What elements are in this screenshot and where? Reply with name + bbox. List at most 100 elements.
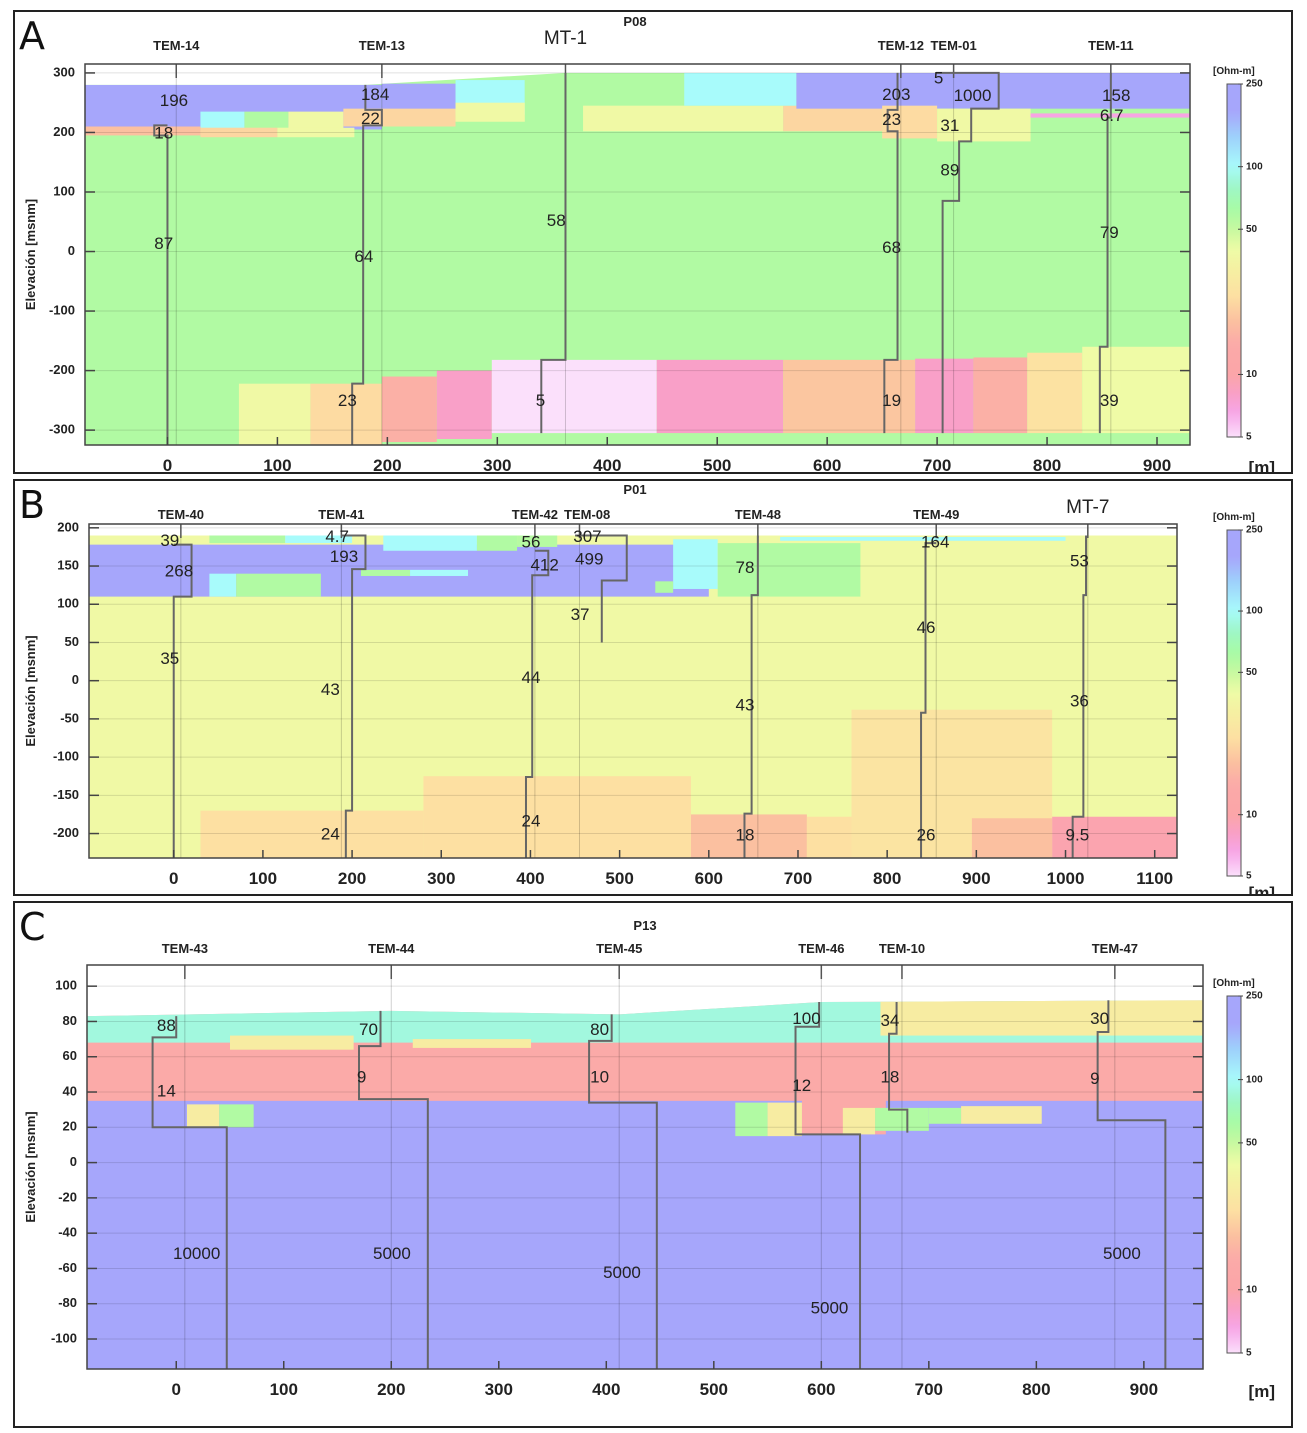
resistivity-cell <box>87 1100 1203 1369</box>
resistivity-value-label: 68 <box>882 238 901 257</box>
resistivity-value-label: 10 <box>590 1067 609 1086</box>
panel-letter: C <box>19 905 46 949</box>
resistivity-value-label: 80 <box>590 1020 609 1039</box>
resistivity-value-label: 18 <box>880 1067 899 1086</box>
x-tick-label: 300 <box>485 1380 513 1399</box>
y-tick-label: -200 <box>53 825 79 840</box>
x-tick-label: 100 <box>270 1380 298 1399</box>
resistivity-value-label: 88 <box>157 1016 176 1035</box>
resistivity-value-label: 6.7 <box>1100 106 1124 125</box>
y-tick-label: 300 <box>53 64 75 79</box>
resistivity-value-label: 24 <box>321 825 340 844</box>
tem-profile-line <box>1071 535 1088 858</box>
y-tick-label: 100 <box>55 978 77 993</box>
resistivity-cell <box>783 359 916 434</box>
resistivity-value-label: 58 <box>547 211 566 230</box>
y-tick-label: -150 <box>53 787 79 802</box>
y-tick-label: -300 <box>49 422 75 437</box>
resistivity-cell <box>455 102 525 122</box>
section-chart-c: 8814100007095000801050001001250003418309… <box>23 918 1275 1401</box>
resistivity-cell <box>200 127 278 138</box>
colorbar-tick-label: 10 <box>1246 809 1258 820</box>
plot-frame <box>88 523 1178 859</box>
x-tick-label: 1000 <box>1047 869 1085 888</box>
panel-letter: A <box>19 14 45 58</box>
x-tick-label: 600 <box>695 869 723 888</box>
colorbar-tick-label: 10 <box>1246 1284 1258 1295</box>
station-label: MT-1 <box>544 28 587 49</box>
resistivity-value-label: 46 <box>917 618 936 637</box>
tem-profile-line <box>524 549 550 858</box>
resistivity-cell <box>361 569 411 576</box>
resistivity-cell <box>209 573 237 597</box>
resistivity-value-label: 30 <box>1090 1009 1109 1028</box>
y-tick-label: 0 <box>68 243 75 258</box>
resistivity-value-label: 184 <box>361 85 389 104</box>
y-tick-label: 20 <box>63 1119 77 1134</box>
colorbar-tick-label: 100 <box>1246 161 1263 172</box>
x-axis-label: [m] <box>1249 458 1275 472</box>
resistivity-value-label: 64 <box>354 247 373 266</box>
tem-profile-line <box>1098 72 1112 434</box>
y-tick-label: 100 <box>53 183 75 198</box>
resistivity-cell <box>381 376 437 443</box>
resistivity-cell <box>200 810 424 858</box>
resistivity-cell <box>209 535 286 544</box>
colorbar-tick-label: 50 <box>1246 224 1258 235</box>
resistivity-cell <box>806 816 852 858</box>
resistivity-cell <box>423 776 691 858</box>
resistivity-value-label: 5000 <box>603 1263 641 1282</box>
resistivity-value-label: 70 <box>359 1020 378 1039</box>
colorbar-tick-label: 250 <box>1246 525 1263 536</box>
panel-c: C 88 14 10000 70 9 5000 80 10 5000 100 12 5000 34 18 3… <box>13 901 1293 1428</box>
resistivity-cell <box>85 126 201 136</box>
resistivity-value-label: 9.5 <box>1066 825 1090 844</box>
station-label: TEM-12 <box>878 38 924 53</box>
tem-profile-line <box>341 534 367 858</box>
resistivity-cell <box>285 535 353 544</box>
x-tick-label: 500 <box>703 456 731 472</box>
resistivity-value-label: 268 <box>165 562 193 581</box>
colorbar-tick-label: 10 <box>1246 369 1258 380</box>
resistivity-cell <box>476 535 518 551</box>
x-tick-label: 800 <box>1033 456 1061 472</box>
resistivity-cell <box>690 814 807 858</box>
x-tick-label: 200 <box>338 869 366 888</box>
tem-profile-line <box>794 1002 862 1369</box>
y-tick-label: 200 <box>53 124 75 139</box>
colorbar-label: [Ohm-m] <box>1213 978 1255 989</box>
y-tick-label: 200 <box>57 519 79 534</box>
x-tick-label: 300 <box>427 869 455 888</box>
x-tick-label: 900 <box>962 869 990 888</box>
panel-a: A 196 18 87 184 22 64 58 23 5 203 5 1000 23 31 89 68 19 1… <box>13 10 1293 474</box>
resistivity-cell <box>236 573 321 597</box>
resistivity-value-label: 100 <box>792 1009 820 1028</box>
resistivity-cell <box>200 111 245 130</box>
resistivity-cell <box>961 1106 1042 1124</box>
resistivity-cell <box>1082 346 1190 434</box>
resistivity-cell <box>915 358 974 434</box>
y-axis-label: Elevación [msnm] <box>23 199 38 310</box>
resistivity-value-label: 5000 <box>1103 1244 1141 1263</box>
x-tick-label: 100 <box>249 869 277 888</box>
resistivity-cell <box>410 569 469 576</box>
colorbar <box>1226 995 1242 1354</box>
colorbar-tick-label: 250 <box>1246 79 1263 90</box>
resistivity-cell <box>973 357 1028 434</box>
resistivity-cell <box>880 1000 1203 1036</box>
resistivity-cell <box>656 359 784 434</box>
x-tick-label: 900 <box>1143 456 1171 472</box>
colorbar <box>1226 529 1242 877</box>
y-axis-label: Elevación [msnm] <box>23 635 38 746</box>
resistivity-cell <box>882 105 938 139</box>
chart-title: P01 <box>623 482 646 497</box>
resistivity-value-label: 26 <box>917 825 936 844</box>
y-tick-label: 150 <box>57 557 79 572</box>
x-tick-label: 700 <box>915 1380 943 1399</box>
resistivity-value-label: 43 <box>736 695 755 714</box>
x-tick-label: 400 <box>516 869 544 888</box>
resistivity-value-label: 5 <box>934 68 943 87</box>
resistivity-cell <box>583 105 784 132</box>
tem-profile-line <box>153 124 169 445</box>
